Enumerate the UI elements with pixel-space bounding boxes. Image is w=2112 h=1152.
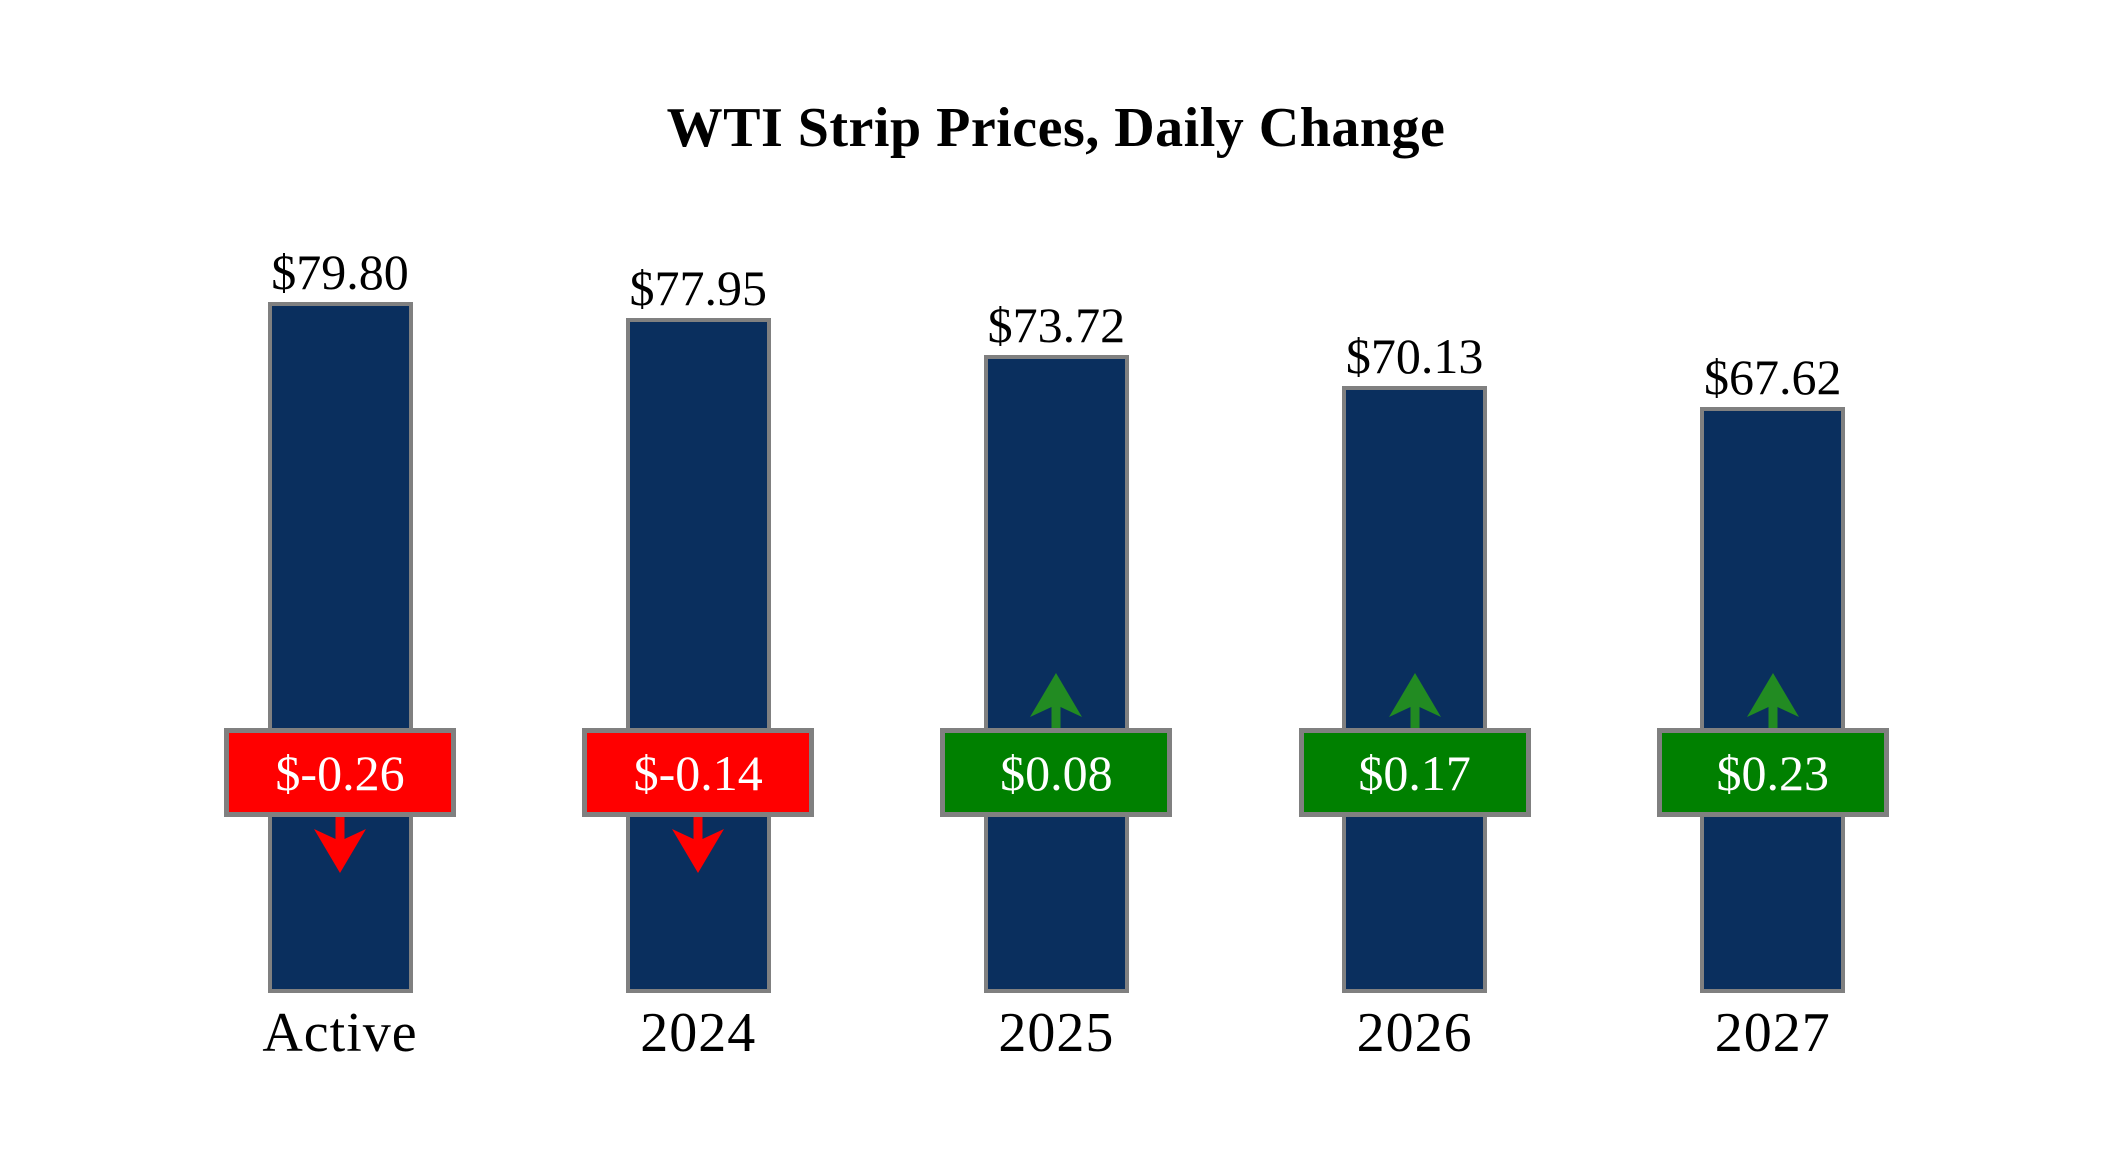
bar-value-label: $67.62 <box>1704 349 1842 405</box>
change-badge-label: $-0.26 <box>275 744 405 801</box>
bar-value-label: $70.13 <box>1345 328 1484 384</box>
down-arrow-icon <box>672 815 725 873</box>
bar-value-label: $73.72 <box>987 297 1126 353</box>
up-arrow-icon <box>1030 673 1083 731</box>
category-label: 2024 <box>640 1002 757 1064</box>
change-badge: $-0.14 <box>582 728 815 817</box>
bar <box>625 318 771 993</box>
chart-title: WTI Strip Prices, Daily Change <box>666 97 1446 159</box>
change-badge: $0.17 <box>1298 728 1531 817</box>
down-arrow-icon <box>314 815 366 873</box>
category-label: Active <box>262 1002 418 1064</box>
change-badge-label: $0.23 <box>1716 744 1830 801</box>
bar-value-label: $79.80 <box>271 244 409 300</box>
change-badge-label: $0.17 <box>1358 744 1471 801</box>
up-arrow-icon <box>1388 673 1441 731</box>
category-label: 2025 <box>998 1002 1115 1064</box>
change-badge: $-0.26 <box>224 728 456 817</box>
bar-value-label: $77.95 <box>629 260 767 316</box>
change-badge: $0.23 <box>1656 728 1889 817</box>
category-label: 2026 <box>1356 1002 1473 1064</box>
category-label: 2027 <box>1714 1002 1831 1064</box>
change-badge-label: $-0.14 <box>633 744 763 801</box>
change-badge: $0.08 <box>940 728 1173 817</box>
change-badge-label: $0.08 <box>1000 744 1113 801</box>
bar <box>1342 386 1488 993</box>
up-arrow-icon <box>1746 673 1799 731</box>
bar <box>267 302 413 993</box>
